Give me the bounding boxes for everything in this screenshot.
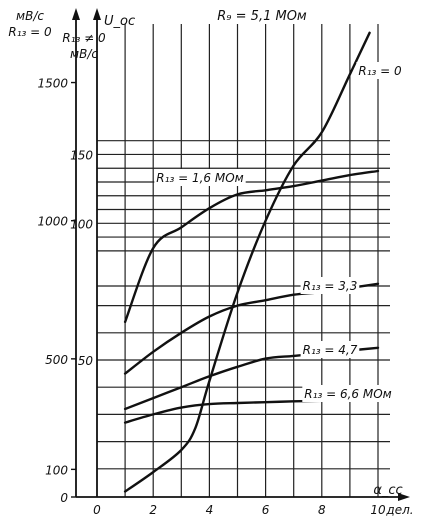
x-axis-arrow bbox=[398, 493, 410, 501]
series-line-5 bbox=[123, 398, 380, 424]
right-axis-tick-label: 50 bbox=[78, 354, 94, 368]
left-axis-tick-label: 1500 bbox=[37, 77, 68, 91]
series-label-background bbox=[356, 62, 404, 79]
series-label-1: R₁₃ = 0 bbox=[358, 64, 402, 78]
right-axis-condition: R₁₃ ≠ 0 bbox=[62, 31, 106, 45]
series-label-2: R₁₃ = 1,6 МОм bbox=[156, 171, 243, 185]
x-axis-tick-label: 0 bbox=[93, 503, 101, 517]
series-label-3: R₁₃ = 3,3 bbox=[303, 279, 358, 293]
left-y-axis-arrow bbox=[72, 8, 80, 20]
grid bbox=[97, 24, 390, 497]
series-label-5: R₁₃ = 6,6 МОм bbox=[304, 387, 391, 401]
left-axis-tick-label: 100 bbox=[45, 463, 68, 477]
right-axis-tick-label: 100 bbox=[70, 217, 93, 231]
right-axis-unit: мВ/с bbox=[70, 47, 98, 61]
x-axis-tick-label: 10 bbox=[370, 503, 386, 517]
x-axis-tick-label: 2 bbox=[149, 503, 157, 517]
x-axis-label: α_cc bbox=[373, 483, 402, 498]
left-axis-tick-label: 1000 bbox=[37, 215, 68, 229]
series-label-background bbox=[300, 277, 360, 294]
curves bbox=[123, 31, 380, 493]
series-label-background bbox=[154, 169, 246, 186]
x-axis-unit: дел. bbox=[385, 503, 413, 517]
series-label-background bbox=[300, 341, 360, 358]
x-axis-tick-label: 6 bbox=[262, 503, 270, 517]
chart-title: R₉ = 5,1 МОм bbox=[217, 9, 307, 24]
left-axis-unit: мВ/с bbox=[16, 9, 44, 23]
series-label-4: R₁₃ = 4,7 bbox=[303, 343, 358, 357]
x-axis-tick-label: 8 bbox=[318, 503, 326, 517]
series-label-background bbox=[302, 385, 394, 402]
left-axis-tick-label: 0 bbox=[60, 491, 68, 505]
x-axis-tick-label: 4 bbox=[206, 503, 214, 517]
left-axis-tick-label: 500 bbox=[45, 353, 68, 367]
series-line-2 bbox=[123, 169, 380, 324]
right-axis-symbol: U_oc bbox=[104, 14, 135, 29]
right-axis-tick-label: 150 bbox=[70, 148, 93, 162]
right-y-axis-arrow bbox=[93, 8, 101, 20]
series-line-1 bbox=[123, 31, 371, 493]
axes bbox=[71, 8, 410, 501]
left-axis-condition: R₁₃ = 0 bbox=[8, 25, 52, 39]
